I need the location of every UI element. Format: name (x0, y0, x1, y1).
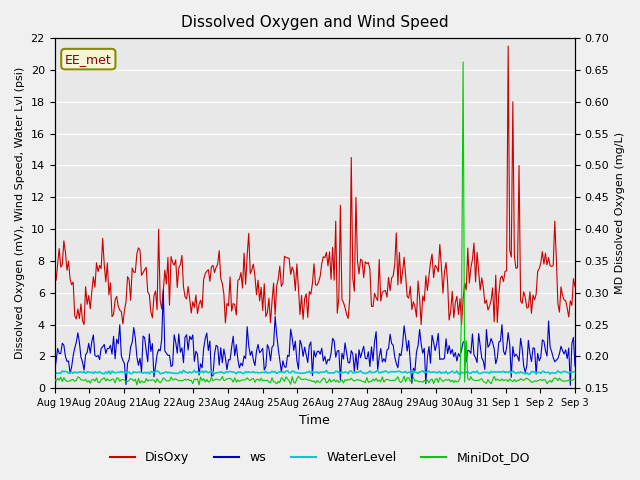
Legend: DisOxy, ws, WaterLevel, MiniDot_DO: DisOxy, ws, WaterLevel, MiniDot_DO (105, 446, 535, 469)
Title: Dissolved Oxygen and Wind Speed: Dissolved Oxygen and Wind Speed (181, 15, 449, 30)
Y-axis label: Dissolved Oxygen (mV), Wind Speed, Water Lvl (psi): Dissolved Oxygen (mV), Wind Speed, Water… (15, 67, 25, 360)
Text: EE_met: EE_met (65, 53, 112, 66)
Y-axis label: MD Dissolved Oxygen (mg/L): MD Dissolved Oxygen (mg/L) (615, 132, 625, 294)
X-axis label: Time: Time (300, 414, 330, 427)
